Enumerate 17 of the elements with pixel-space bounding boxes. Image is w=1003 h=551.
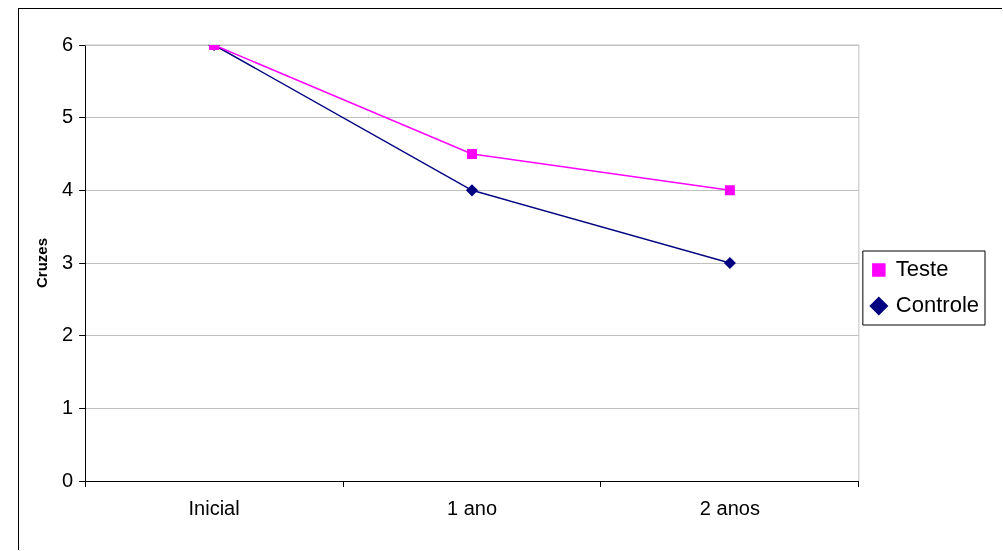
y-tick-label: 3 [62,250,74,273]
legend-label: Controle [895,292,979,318]
x-tick-label: 1 ano [446,496,498,519]
y-tick-label: 0 [62,468,74,491]
y-axis-title: Cruzes [33,237,51,289]
y-tick-label: 1 [62,395,74,418]
point [466,149,477,159]
y-tick-label: 2 [62,323,74,346]
y-tick-label: 6 [62,32,74,55]
y-tick-label: 5 [62,105,74,128]
point [724,257,736,269]
point [724,185,735,196]
point [466,184,478,197]
x-tick-label: 2 anos [699,496,760,519]
x-tick-label: Inicial [188,496,240,519]
y-tick-label: 4 [62,177,74,200]
legend-label: Teste [895,256,949,282]
